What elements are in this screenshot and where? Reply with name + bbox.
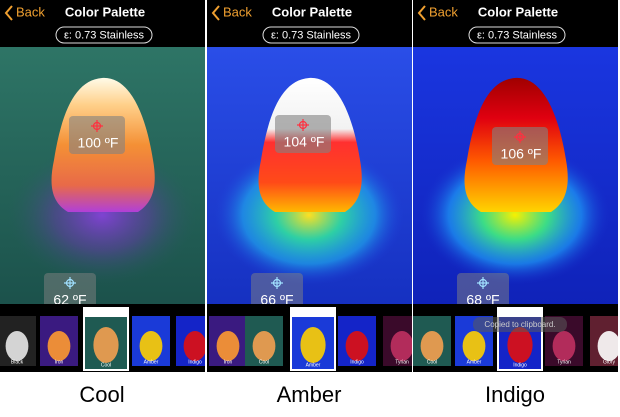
screen-title: Color Palette (272, 4, 352, 19)
spot-box (275, 115, 331, 153)
phone-panel: Back Color Palette ε: 0.73 Stainless 106 ºF… (413, 0, 620, 372)
thumbnail-label: Indigo (188, 359, 202, 365)
thumbnail-heat (420, 331, 444, 361)
palette-thumbnail[interactable]: Amber (132, 316, 170, 366)
thumbnail-label: Cool (259, 359, 269, 365)
emissivity-label: ε: 0.73 Stainless (64, 29, 145, 41)
palette-thumbnail[interactable]: Glory (590, 316, 620, 366)
thumbnail-label: Tyrian (395, 359, 409, 365)
thumbnail-label: Indigo (350, 359, 364, 365)
toast (473, 317, 567, 332)
thumbnail-heat (139, 331, 163, 361)
screen-title: Color Palette (478, 4, 558, 19)
thumbnail-label: Indigo (513, 362, 527, 368)
palette-thumbnail[interactable]: Iron (209, 316, 247, 366)
back-button[interactable]: Back (223, 4, 252, 19)
low-temperature: 62 ºF (53, 292, 86, 308)
low-crosshair-ring (65, 278, 75, 288)
thumbnail-heat (183, 331, 205, 361)
thumbnail-label: Tyrian (557, 359, 571, 365)
thumbnail-label: Amber (306, 362, 321, 368)
emissivity-label: ε: 0.73 Stainless (271, 29, 352, 41)
thumbnail-heat (507, 327, 533, 363)
thumbnail-label: Amber (144, 359, 159, 365)
emissivity-pill (262, 26, 360, 44)
back-button[interactable]: Back (429, 4, 458, 19)
back-chevron[interactable] (417, 5, 426, 21)
palette-thumbnail[interactable]: Amber (455, 316, 493, 366)
emissivity-label: ε: 0.73 Stainless (477, 29, 558, 41)
thumbnail-heat (216, 331, 240, 361)
phone-panel: Back Color Palette ε: 0.73 Stainless 100 ºF… (0, 0, 214, 372)
thumbnail-label: Cool (101, 362, 111, 368)
screen-title: Color Palette (65, 4, 145, 19)
palette-thumbnail[interactable]: Amber (290, 307, 336, 371)
thumbnail-heat (552, 331, 576, 361)
thumbnail-heat (47, 331, 71, 361)
palette-thumbnail[interactable]: Iron (40, 316, 78, 366)
thumbnail-label: Black (11, 359, 24, 365)
back-chevron[interactable] (211, 5, 220, 21)
thumbnail-heat (597, 331, 618, 361)
thumbnail-heat (252, 331, 276, 361)
palette-thumbnail[interactable]: Cool (413, 316, 451, 366)
low-temperature: 68 ºF (466, 292, 499, 308)
emissivity-pill (468, 26, 566, 44)
palette-thumbnail[interactable]: Tyrian (383, 316, 421, 366)
low-crosshair-ring (272, 278, 282, 288)
back-chevron[interactable] (4, 5, 13, 21)
phone-panel: Back Color Palette ε: 0.73 Stainless 104 ºF… (207, 0, 421, 372)
thumbnail-heat (93, 327, 119, 363)
thumbnail-label: Cool (427, 359, 437, 365)
palette-caption: Amber (277, 382, 342, 407)
emissivity-pill (55, 26, 153, 44)
thumbnail-heat (390, 331, 412, 361)
low-box (251, 273, 303, 309)
palette-thumbnail[interactable]: Cool (245, 316, 283, 366)
spot-crosshair-lines (297, 119, 309, 131)
thumbnail-label: Glory (603, 359, 615, 365)
thumbnail-label: Iron (224, 359, 233, 365)
palette-thumbnail[interactable]: Cool (83, 307, 129, 371)
thumbnail-heat (300, 327, 326, 363)
spot-temperature: 106 ºF (501, 146, 542, 162)
toast-text: Copied to clipboard. (484, 320, 555, 329)
thumbnail-heat (5, 331, 29, 361)
palette-thumbnail[interactable]: Black (0, 316, 36, 366)
low-box (44, 273, 96, 309)
palette-caption: Indigo (485, 382, 545, 407)
spot-crosshair-lines (91, 120, 103, 132)
low-box (457, 273, 509, 309)
spot-temperature: 104 ºF (284, 134, 325, 150)
thumbnail-heat (345, 331, 369, 361)
palette-thumbnail[interactable]: Indigo (497, 307, 543, 371)
spot-box (69, 116, 125, 154)
low-crosshair-ring (478, 278, 488, 288)
back-button[interactable]: Back (16, 4, 45, 19)
spot-crosshair-lines (514, 131, 526, 143)
thumbnail-label: Iron (55, 359, 64, 365)
thumbnail-label: Amber (467, 359, 482, 365)
palette-thumbnail[interactable]: Indigo (176, 316, 214, 366)
spot-temperature: 100 ºF (78, 135, 119, 151)
palette-caption: Cool (79, 382, 124, 407)
low-temperature: 66 ºF (260, 292, 293, 308)
spot-box (492, 127, 548, 165)
thumbnail-heat (462, 331, 486, 361)
palette-thumbnail[interactable]: Indigo (338, 316, 376, 366)
